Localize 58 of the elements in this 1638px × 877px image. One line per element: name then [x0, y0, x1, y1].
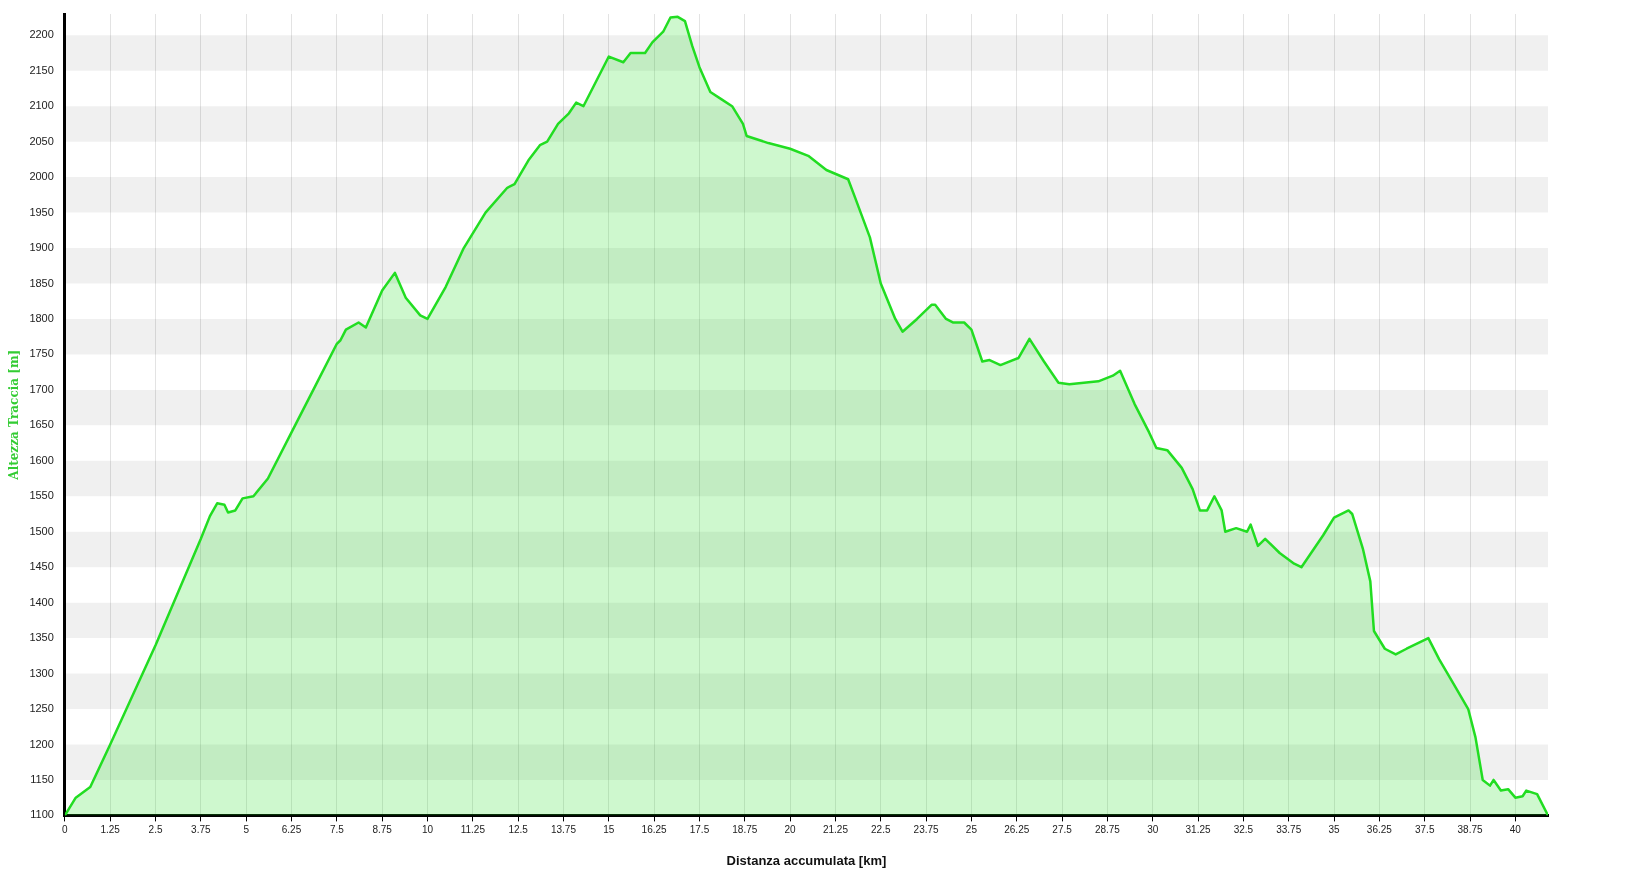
y-tick-label: 1100 [30, 808, 54, 821]
x-tick-label: 18.75 [732, 824, 758, 836]
x-tick-label: 32.5 [1233, 824, 1254, 836]
x-tick-label: 0 [62, 824, 69, 836]
y-tick-label: 2100 [29, 99, 54, 112]
x-tick-label: 36.25 [1366, 824, 1393, 836]
y-tick-label: 2150 [29, 63, 54, 76]
y-tick-label: 1400 [29, 595, 54, 608]
y-tick-label: 1250 [29, 702, 54, 715]
x-tick-label: 15 [603, 824, 615, 836]
x-tick-label: 23.75 [913, 824, 940, 836]
x-tick-label: 2.5 [148, 824, 163, 836]
y-tick-label: 1900 [29, 241, 54, 254]
x-tick-label: 8.75 [372, 824, 393, 836]
y-tick-label: 1850 [29, 276, 54, 289]
y-tick-label: 1550 [29, 489, 54, 502]
y-tick-label: 1350 [29, 631, 54, 644]
y-tick-label: 2000 [29, 170, 54, 183]
x-tick-label: 37.5 [1414, 824, 1435, 836]
y-axis-title: Altezza Traccia [m] [7, 349, 22, 481]
y-tick-label: 1200 [29, 737, 54, 750]
x-tick-label: 16.25 [641, 824, 668, 836]
y-tick-label: 1300 [29, 666, 54, 679]
y-tick-label: 1500 [29, 524, 54, 537]
y-tick-label: 2200 [29, 28, 54, 41]
y-tick-label: 1450 [29, 560, 54, 573]
x-tick-label: 30 [1147, 824, 1159, 836]
x-tick-label: 21.25 [822, 824, 849, 836]
y-tick-label: 1700 [29, 382, 54, 395]
x-tick-label: 11.25 [460, 824, 486, 836]
x-tick-label: 12.5 [508, 824, 529, 836]
x-tick-label: 40 [1509, 824, 1522, 836]
x-tick-label: 6.25 [281, 824, 302, 836]
y-tick-label: 1650 [29, 418, 54, 431]
x-tick-label: 35 [1328, 824, 1341, 836]
x-tick-label: 5 [243, 824, 250, 836]
x-axis-title: Distanza accumulata [km] [726, 852, 887, 868]
x-tick-label: 20 [784, 824, 797, 836]
x-tick-label: 10 [421, 824, 434, 836]
y-tick-label: 1950 [29, 205, 54, 218]
y-tick-label: 1600 [29, 453, 54, 466]
x-tick-label: 1.25 [100, 824, 121, 836]
x-tick-label: 3.75 [191, 824, 212, 836]
y-tick-label: 1800 [29, 311, 54, 324]
x-tick-label: 13.75 [550, 824, 577, 836]
x-tick-label: 38.75 [1457, 824, 1483, 836]
x-tick-label: 17.5 [689, 824, 710, 836]
x-tick-label: 7.5 [329, 824, 345, 836]
x-tick-label: 22.5 [871, 824, 891, 836]
x-tick-label: 33.75 [1276, 824, 1302, 836]
x-tick-label: 25 [965, 824, 978, 836]
x-tick-label: 31.25 [1185, 824, 1212, 836]
y-tick-label: 2050 [29, 134, 54, 147]
x-tick-label: 26.25 [1004, 824, 1030, 836]
y-tick-label: 1150 [30, 772, 54, 785]
x-tick-label: 28.75 [1094, 824, 1121, 836]
x-tick-label: 27.5 [1052, 824, 1073, 836]
y-tick-label: 1750 [29, 347, 54, 360]
